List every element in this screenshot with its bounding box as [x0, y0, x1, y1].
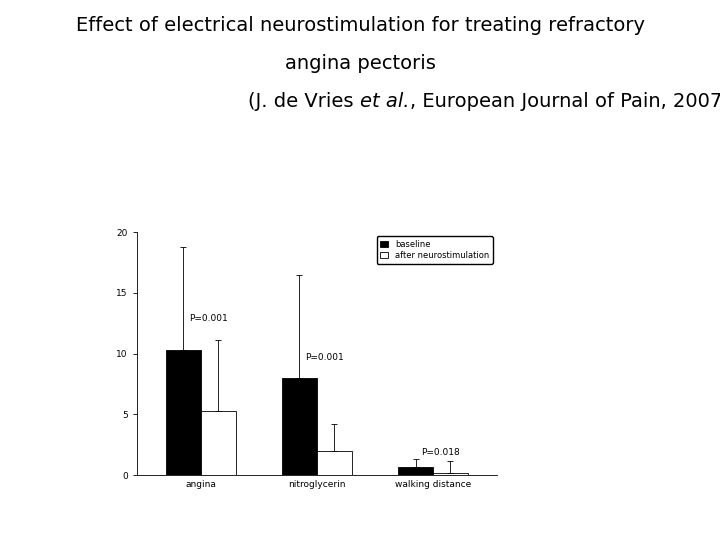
Text: (J. de Vries: (J. de Vries [248, 92, 360, 111]
Text: angina pectoris: angina pectoris [284, 54, 436, 73]
Bar [166, 350, 201, 475]
Bar [282, 378, 317, 475]
Text: (J. de Vries et al., European Journal of Pain, 2007): (J. de Vries et al., European Journal of… [0, 539, 1, 540]
Bar [433, 473, 468, 475]
Bar [201, 411, 235, 475]
Legend: baseline, after neurostimulation: baseline, after neurostimulation [377, 237, 492, 264]
Text: et al.: et al. [360, 92, 410, 111]
Text: P=0.018: P=0.018 [421, 448, 460, 457]
Text: P=0.001: P=0.001 [305, 353, 344, 362]
Text: P=0.001: P=0.001 [189, 314, 228, 323]
Text: Effect of electrical neurostimulation for treating refractory: Effect of electrical neurostimulation fo… [76, 16, 644, 35]
Bar [398, 467, 433, 475]
Bar [317, 451, 351, 475]
Text: , European Journal of Pain, 2007): , European Journal of Pain, 2007) [410, 92, 720, 111]
